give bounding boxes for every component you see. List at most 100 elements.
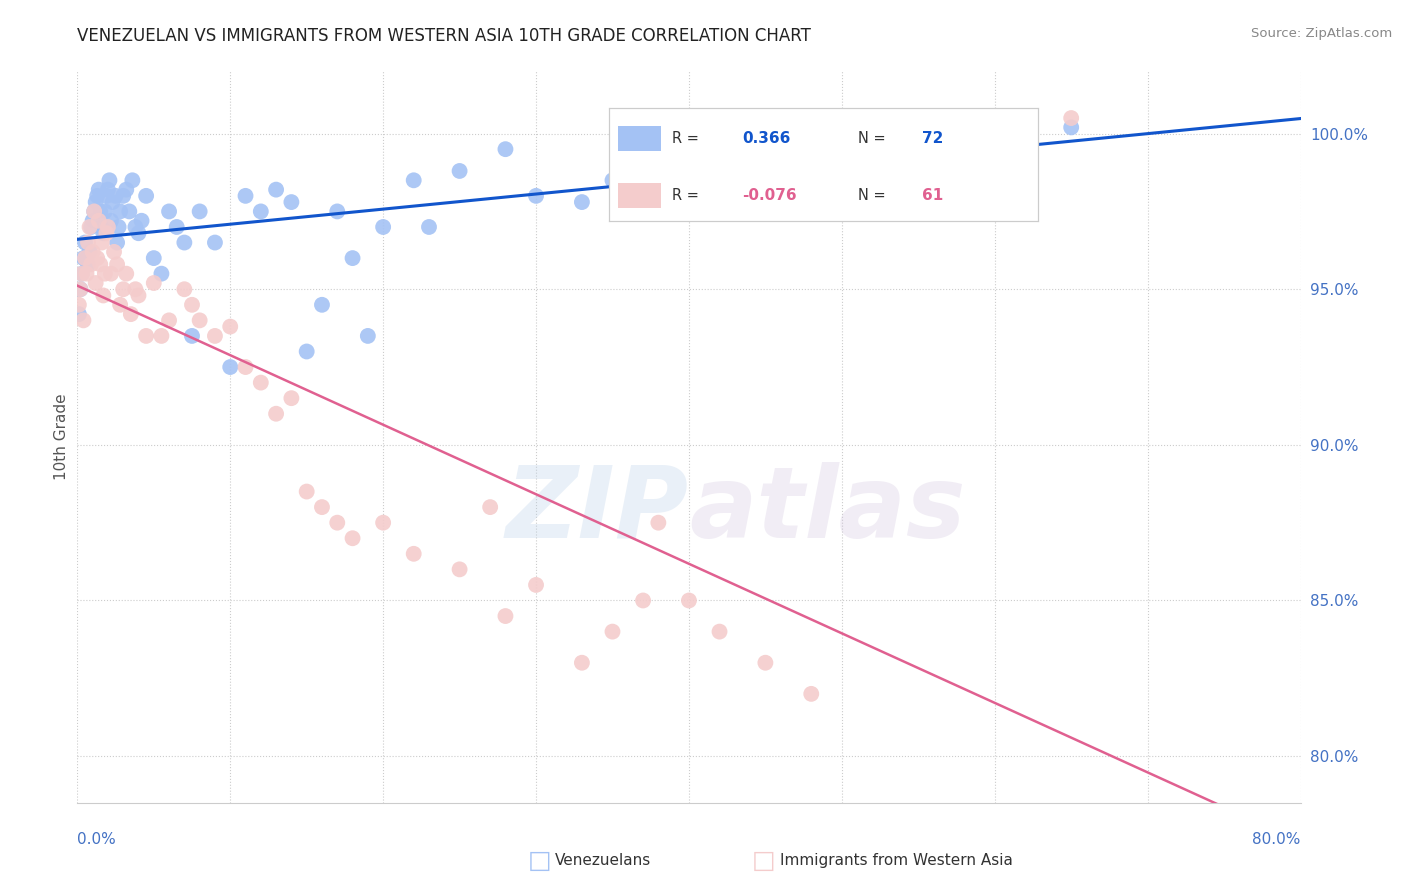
Point bbox=[86, 251, 108, 265]
Point bbox=[235, 359, 257, 374]
Point bbox=[280, 195, 302, 210]
Point bbox=[219, 359, 242, 374]
Point bbox=[181, 298, 204, 312]
Point bbox=[105, 257, 128, 271]
Point bbox=[96, 189, 118, 203]
Point bbox=[1060, 111, 1083, 125]
Point bbox=[73, 235, 96, 250]
Text: Venezuelans: Venezuelans bbox=[555, 854, 651, 868]
Point bbox=[371, 516, 394, 530]
Text: VENEZUELAN VS IMMIGRANTS FROM WESTERN ASIA 10TH GRADE CORRELATION CHART: VENEZUELAN VS IMMIGRANTS FROM WESTERN AS… bbox=[77, 27, 811, 45]
Point bbox=[82, 213, 104, 227]
Point bbox=[280, 391, 302, 405]
Point bbox=[449, 562, 471, 576]
Point bbox=[418, 219, 440, 234]
Point bbox=[87, 183, 110, 197]
Point bbox=[84, 276, 107, 290]
Point bbox=[524, 189, 547, 203]
Point bbox=[181, 329, 204, 343]
Point bbox=[326, 516, 349, 530]
Point bbox=[204, 329, 226, 343]
Point bbox=[91, 288, 114, 302]
Point bbox=[264, 407, 287, 421]
Point bbox=[326, 204, 349, 219]
Point bbox=[678, 593, 700, 607]
Point bbox=[105, 235, 128, 250]
Point bbox=[449, 164, 471, 178]
Point bbox=[94, 267, 117, 281]
Point bbox=[250, 376, 273, 390]
Point bbox=[571, 656, 593, 670]
Point bbox=[342, 251, 364, 265]
Point bbox=[124, 282, 146, 296]
Point bbox=[157, 204, 180, 219]
Point bbox=[188, 204, 211, 219]
Point bbox=[96, 226, 118, 240]
Point bbox=[97, 219, 120, 234]
Point bbox=[70, 267, 93, 281]
Point bbox=[150, 329, 173, 343]
Point bbox=[79, 219, 101, 234]
Point bbox=[100, 267, 122, 281]
Point bbox=[342, 531, 364, 545]
Text: Immigrants from Western Asia: Immigrants from Western Asia bbox=[780, 854, 1014, 868]
Point bbox=[69, 282, 91, 296]
Point bbox=[311, 298, 333, 312]
Point bbox=[219, 319, 242, 334]
Point bbox=[188, 313, 211, 327]
Text: Source: ZipAtlas.com: Source: ZipAtlas.com bbox=[1251, 27, 1392, 40]
Point bbox=[101, 195, 124, 210]
Point bbox=[295, 344, 318, 359]
Point bbox=[112, 282, 135, 296]
Point bbox=[89, 257, 111, 271]
Point bbox=[112, 189, 135, 203]
Point bbox=[103, 244, 125, 259]
Point bbox=[166, 219, 188, 234]
Point bbox=[142, 251, 165, 265]
Point bbox=[70, 267, 93, 281]
Point bbox=[150, 267, 173, 281]
Point bbox=[678, 152, 700, 166]
Point bbox=[90, 219, 112, 234]
Text: 80.0%: 80.0% bbox=[1253, 832, 1301, 847]
Point bbox=[173, 235, 195, 250]
Point bbox=[104, 189, 127, 203]
Point bbox=[724, 158, 747, 172]
Point bbox=[72, 251, 94, 265]
Point bbox=[118, 204, 141, 219]
Point bbox=[142, 276, 165, 290]
Point bbox=[83, 204, 105, 219]
Point bbox=[1060, 120, 1083, 135]
Point bbox=[83, 204, 105, 219]
Point bbox=[79, 244, 101, 259]
Text: atlas: atlas bbox=[689, 462, 966, 558]
Point bbox=[97, 183, 120, 197]
Point bbox=[67, 307, 90, 321]
Point bbox=[120, 307, 142, 321]
Point bbox=[84, 195, 107, 210]
Point bbox=[571, 195, 593, 210]
Point bbox=[131, 213, 153, 227]
Point bbox=[631, 593, 654, 607]
Point bbox=[754, 142, 776, 156]
Point bbox=[524, 578, 547, 592]
Point bbox=[108, 204, 131, 219]
Point bbox=[157, 313, 180, 327]
Point bbox=[89, 204, 111, 219]
Point bbox=[90, 235, 112, 250]
Point bbox=[76, 267, 98, 281]
Y-axis label: 10th Grade: 10th Grade bbox=[53, 393, 69, 481]
Point bbox=[128, 226, 150, 240]
Text: ZIP: ZIP bbox=[506, 462, 689, 558]
Point bbox=[647, 204, 669, 219]
Point bbox=[86, 189, 108, 203]
Point bbox=[862, 142, 884, 156]
Point bbox=[250, 204, 273, 219]
Point bbox=[754, 656, 776, 670]
Point bbox=[495, 609, 517, 624]
Point bbox=[69, 282, 91, 296]
Point bbox=[124, 219, 146, 234]
Text: 0.0%: 0.0% bbox=[77, 832, 117, 847]
Point bbox=[1014, 111, 1036, 125]
Point bbox=[98, 173, 121, 187]
